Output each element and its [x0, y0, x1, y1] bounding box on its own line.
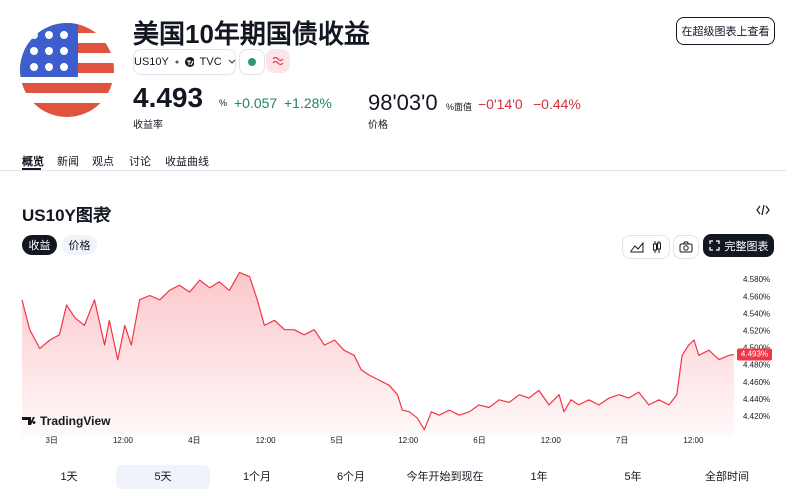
tab[interactable]: 概览 — [22, 156, 44, 168]
toggle-price[interactable]: 价格 — [62, 235, 97, 255]
tab[interactable]: 观点 — [92, 156, 114, 168]
full-chart-button[interactable]: 完整图表 — [703, 234, 774, 257]
price-unit: %面值 — [446, 102, 473, 112]
symbol: US10Y — [134, 56, 169, 68]
current-value-label: 4.493% — [741, 350, 768, 359]
x-tick-label: 3日 — [45, 436, 57, 445]
y-tick-label: 4.440% — [743, 395, 770, 404]
x-tick-label: 12:00 — [541, 436, 562, 445]
y-tick-label: 4.580% — [743, 275, 770, 284]
flag — [20, 23, 114, 117]
x-tick-label: 12:00 — [398, 436, 419, 445]
y-tick-label: 4.480% — [743, 361, 770, 370]
status-dot — [248, 58, 256, 66]
full-chart-label: 完整图表 — [724, 240, 769, 253]
price-change-percent: −0.44% — [533, 96, 581, 112]
tab[interactable]: 新闻 — [57, 156, 79, 168]
x-tick-label: 4日 — [188, 436, 200, 445]
x-tick-label: 7日 — [616, 436, 628, 445]
yield-value: 4.493 — [133, 82, 204, 113]
delayed-icon[interactable] — [266, 49, 290, 73]
chart-style[interactable] — [622, 235, 670, 259]
range-button[interactable]: 6个月 — [336, 471, 366, 483]
area — [22, 272, 734, 436]
range-button[interactable]: 5天 — [116, 465, 210, 489]
tab-underline — [22, 168, 41, 170]
range-button[interactable]: 1年 — [530, 471, 548, 483]
watermark-logo — [22, 417, 36, 425]
section-title[interactable]: US10Y图表 — [22, 206, 110, 225]
exchange: TVC — [199, 56, 222, 68]
symbol-selector[interactable]: US10Y TVC — [133, 49, 236, 75]
chevron — [228, 59, 235, 64]
x-tick-label: 12:00 — [683, 436, 704, 445]
snapshot-button[interactable] — [673, 235, 699, 259]
chart: 4.420% 4.440% 4.460% 4.480% 4.500% 4.520% 4.54… — [21, 271, 772, 445]
range-button[interactable]: 1个月 — [242, 471, 272, 483]
y-tick-label: 4.560% — [743, 292, 770, 301]
x-tick-label: 12:00 — [256, 436, 277, 445]
tab[interactable]: 收益曲线 — [165, 156, 209, 168]
supercharts-button[interactable]: 在超级图表上查看 — [676, 17, 775, 45]
candle-icon — [653, 241, 661, 253]
market-status[interactable] — [239, 49, 265, 75]
section-chevron — [105, 206, 112, 216]
yield-unit: % — [219, 98, 228, 108]
x-tick-label: 6日 — [473, 436, 485, 445]
y-tick-label: 4.520% — [743, 327, 770, 336]
price-value: 98'03'0 — [368, 90, 438, 115]
price-label: 价格 — [368, 120, 388, 131]
range-button[interactable]: 全部时间 — [705, 471, 749, 483]
range-button[interactable]: 今年开始到现在 — [406, 471, 484, 483]
y-tick-label: 4.500% — [743, 344, 770, 353]
y-tick-label: 4.540% — [743, 309, 770, 318]
watermark: TradingView — [40, 414, 111, 428]
y-tick-label: 4.420% — [743, 412, 770, 421]
area-icon — [630, 241, 644, 253]
current-value-tag — [737, 348, 772, 361]
price-change: −0'14'0 — [478, 96, 523, 112]
range-button[interactable]: 5年 — [624, 471, 642, 483]
yield-change-percent: +1.28% — [284, 95, 332, 111]
exchange-icon — [184, 57, 194, 67]
range-button[interactable]: 1天 — [60, 471, 78, 483]
camera-icon — [679, 241, 693, 253]
tab[interactable]: 讨论 — [129, 156, 151, 168]
embed-icon[interactable] — [756, 204, 770, 216]
x-tick-label: 12:00 — [113, 436, 134, 445]
wave-icon — [272, 56, 284, 66]
dot — [175, 60, 179, 64]
yield-change: +0.057 — [234, 95, 278, 111]
y-tick-label: 4.460% — [743, 378, 770, 387]
yield-label: 收益率 — [133, 120, 163, 131]
line — [21, 271, 734, 431]
divider — [0, 170, 786, 171]
x-tick-label: 5日 — [331, 436, 343, 445]
toggle-yield[interactable]: 收益 — [22, 235, 57, 255]
expand-icon — [708, 240, 720, 251]
title: 美国10年期国债收益 — [133, 19, 370, 49]
